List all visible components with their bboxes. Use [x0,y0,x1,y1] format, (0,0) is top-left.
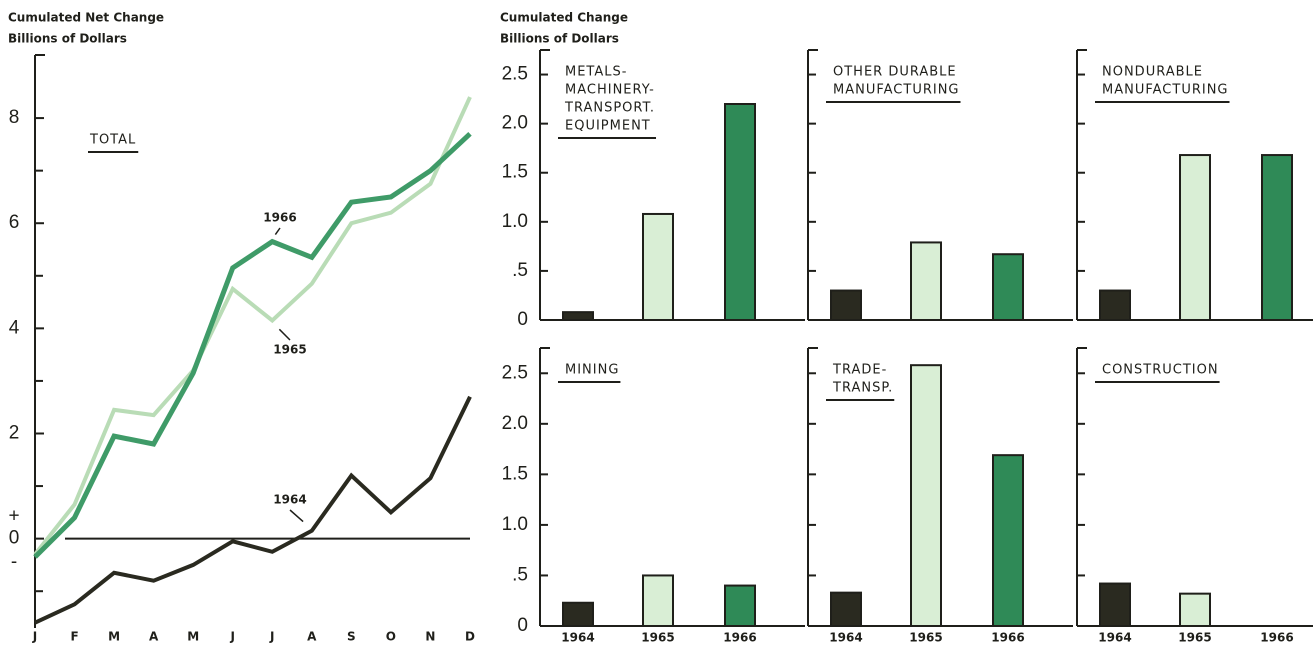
y-axis-label: Cumulated Change [500,11,628,25]
series-label: 1966 [263,211,296,225]
x-tick-label: 1964 [561,631,594,645]
y-axis-label: Cumulated Net Change [8,11,164,25]
x-tick-label: 1964 [829,631,862,645]
x-tick-label: 1965 [641,631,674,645]
y-tick-label: 0 [517,615,528,636]
bar [642,574,674,627]
bar [1099,289,1131,321]
y-tick-label: 6 [9,212,20,233]
y-tick-label: 2 [9,423,20,444]
bar [562,311,594,321]
x-tick-label: 1966 [1260,631,1293,645]
x-tick-label: 1965 [909,631,942,645]
bar [1261,154,1293,321]
y-tick-label: 2.0 [502,113,528,134]
panel-title: CONSTRUCTION [1102,363,1219,378]
x-tick-label: A [307,630,317,644]
panel-title: MACHINERY- [565,83,655,98]
bar [724,103,756,321]
y-tick-label: 1.5 [502,463,528,484]
bar [830,289,862,321]
bar [910,241,942,322]
x-tick-label: N [425,630,435,644]
panel-title: METALS- [565,65,627,80]
zero-sign: + [8,506,19,527]
series-label: 1964 [273,493,306,507]
y-tick-label: 2.0 [502,413,528,434]
x-tick-label: F [70,630,78,644]
series-line [33,132,472,559]
bar [830,591,862,628]
bar [562,601,594,627]
panel-title: TRADE- [832,363,887,378]
x-tick-label: J [229,630,234,644]
bar [642,212,674,321]
label-leader [278,328,291,341]
y-tick-label: .5 [512,260,528,281]
y-tick-label: 2.5 [502,64,528,85]
label-leader [289,509,304,523]
panel-title: OTHER DURABLE [833,65,957,80]
panel-title: TRANSPORT. [564,101,655,116]
x-tick-label: J [32,630,37,644]
panel-title: NONDURABLE [1102,65,1203,80]
panel-title: MINING [565,363,619,378]
bar [910,364,942,627]
y-tick-label: 0 [9,528,20,549]
bar [992,454,1024,628]
y-tick-label: 0 [517,309,528,330]
series-line [33,96,472,556]
y-axis-label: Billions of Dollars [500,32,619,46]
y-axis-label: Billions of Dollars [8,32,127,46]
bar [724,584,756,628]
x-tick-label: M [187,630,199,644]
x-tick-label: D [465,630,475,644]
y-tick-label: 1.0 [502,211,528,232]
x-tick-label: A [149,630,159,644]
panel-title: TRANSP. [832,381,893,396]
x-tick-label: O [386,630,396,644]
y-tick-label: 1.0 [502,514,528,535]
bar [992,253,1024,321]
bar [1179,592,1211,627]
panel-title: MANUFACTURING [1102,83,1229,98]
y-tick-label: 8 [9,107,20,128]
zero-sign: - [11,552,17,573]
bar [1179,154,1211,321]
x-tick-label: S [347,630,356,644]
x-tick-label: 1966 [723,631,756,645]
x-tick-label: 1964 [1098,631,1131,645]
series-line [34,395,472,625]
series-label: 1965 [273,343,306,357]
y-tick-label: 1.5 [502,162,528,183]
label-leader [274,227,281,235]
y-tick-label: 4 [9,317,20,338]
x-tick-label: 1965 [1178,631,1211,645]
x-tick-label: 1966 [991,631,1024,645]
x-tick-label: M [108,630,120,644]
bar [1099,582,1131,627]
panel-title: MANUFACTURING [833,83,960,98]
x-tick-label: J [269,630,274,644]
panel-title: TOTAL [89,133,136,148]
y-tick-label: 2.5 [502,362,528,383]
y-tick-label: .5 [512,564,528,585]
panel-title: EQUIPMENT [565,119,651,134]
